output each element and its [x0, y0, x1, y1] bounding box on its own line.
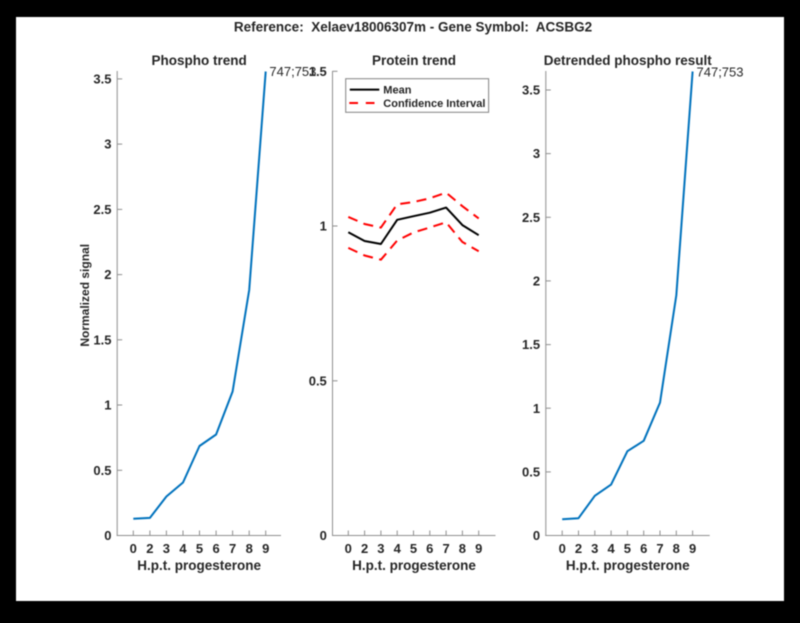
svg-text:2: 2 — [361, 541, 368, 556]
svg-text:3: 3 — [377, 541, 384, 556]
svg-text:2: 2 — [575, 541, 582, 556]
svg-text:1: 1 — [533, 401, 540, 416]
svg-text:9: 9 — [689, 541, 696, 556]
svg-text:5: 5 — [196, 541, 203, 556]
svg-text:4: 4 — [179, 541, 187, 556]
svg-text:Reference: Xelaev18006307m -: Reference: Xelaev18006307m - Gene Symbol… — [234, 20, 592, 35]
svg-text:6: 6 — [212, 541, 219, 556]
svg-text:1.5: 1.5 — [93, 332, 111, 347]
svg-text:0: 0 — [104, 528, 111, 543]
svg-text:H.p.t. progesterone: H.p.t. progesterone — [352, 558, 476, 573]
svg-text:0: 0 — [559, 541, 566, 556]
svg-text:6: 6 — [426, 541, 433, 556]
svg-text:8: 8 — [246, 541, 253, 556]
svg-text:6: 6 — [640, 541, 647, 556]
svg-text:4: 4 — [607, 541, 615, 556]
svg-text:1.5: 1.5 — [309, 64, 327, 79]
svg-text:7: 7 — [656, 541, 663, 556]
svg-text:7: 7 — [229, 541, 236, 556]
svg-text:9: 9 — [262, 541, 269, 556]
svg-text:3: 3 — [104, 137, 111, 152]
svg-text:0: 0 — [345, 541, 352, 556]
svg-text:7: 7 — [442, 541, 449, 556]
svg-text:H.p.t. progesterone: H.p.t. progesterone — [137, 558, 261, 573]
svg-text:2: 2 — [533, 274, 540, 289]
svg-text:747;753: 747;753 — [269, 64, 316, 79]
svg-text:2: 2 — [104, 267, 111, 282]
svg-text:5: 5 — [624, 541, 631, 556]
svg-text:3: 3 — [163, 541, 170, 556]
svg-text:9: 9 — [475, 541, 482, 556]
svg-text:Protein trend: Protein trend — [372, 53, 456, 68]
svg-text:3.5: 3.5 — [522, 83, 540, 98]
svg-text:1: 1 — [320, 219, 327, 234]
svg-text:Detrended phospho result: Detrended phospho result — [544, 53, 713, 68]
svg-text:3.5: 3.5 — [93, 72, 111, 87]
svg-text:4: 4 — [394, 541, 402, 556]
svg-text:8: 8 — [673, 541, 680, 556]
svg-text:2.5: 2.5 — [522, 210, 540, 225]
svg-text:0.5: 0.5 — [309, 373, 327, 388]
svg-text:Mean: Mean — [383, 85, 411, 97]
svg-text:3: 3 — [533, 146, 540, 161]
svg-text:0: 0 — [320, 528, 327, 543]
svg-text:H.p.t. progesterone: H.p.t. progesterone — [566, 558, 690, 573]
svg-text:2.5: 2.5 — [93, 202, 111, 217]
svg-text:Phospho trend: Phospho trend — [151, 53, 246, 68]
svg-text:3: 3 — [591, 541, 598, 556]
svg-text:5: 5 — [410, 541, 417, 556]
svg-text:0.5: 0.5 — [93, 463, 111, 478]
svg-text:0.5: 0.5 — [522, 465, 540, 480]
svg-text:2: 2 — [146, 541, 153, 556]
svg-text:8: 8 — [459, 541, 466, 556]
svg-text:0: 0 — [130, 541, 137, 556]
svg-text:Confidence Interval: Confidence Interval — [383, 98, 485, 110]
svg-text:1.5: 1.5 — [522, 337, 540, 352]
svg-text:0: 0 — [533, 528, 540, 543]
svg-text:1: 1 — [104, 398, 111, 413]
svg-text:Normalized signal: Normalized signal — [78, 244, 92, 347]
svg-text:747;753: 747;753 — [697, 65, 744, 80]
